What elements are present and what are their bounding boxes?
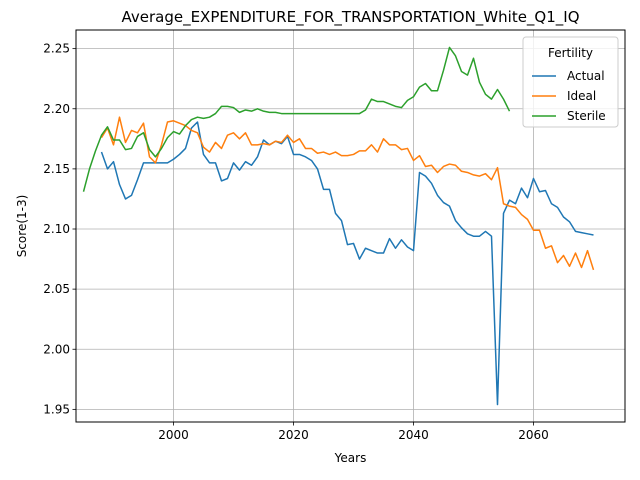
plot-lines xyxy=(82,46,595,406)
y-axis-ticks: 1.95 2.00 2.05 2.10 2.15 2.20 2.25 xyxy=(43,42,76,416)
y-tick-label: 2.00 xyxy=(43,342,70,356)
y-tick-label: 2.25 xyxy=(43,42,70,56)
series-line-sterile xyxy=(82,46,511,192)
series-line-actual xyxy=(100,121,594,406)
y-tick-label: 2.20 xyxy=(43,102,70,116)
x-tick-label: 2020 xyxy=(278,428,309,442)
legend-label-ideal: Ideal xyxy=(567,89,596,103)
x-tick-label: 2060 xyxy=(518,428,549,442)
x-axis-ticks: 2000 2020 2040 2060 xyxy=(158,422,549,442)
legend: Fertility Actual Ideal Sterile xyxy=(522,36,619,128)
x-tick-label: 2040 xyxy=(398,428,429,442)
x-tick-label: 2000 xyxy=(158,428,189,442)
y-tick-label: 2.15 xyxy=(43,162,70,176)
axes-frame xyxy=(75,29,626,423)
legend-title: Fertility xyxy=(548,46,593,60)
y-tick-label: 2.05 xyxy=(43,282,70,296)
legend-label-actual: Actual xyxy=(567,69,605,83)
x-axis-label: Years xyxy=(334,451,367,465)
legend-label-sterile: Sterile xyxy=(567,109,606,123)
legend-box xyxy=(522,36,619,128)
chart-title: Average_EXPENDITURE_FOR_TRANSPORTATION_W… xyxy=(121,8,579,27)
series-line-ideal xyxy=(100,116,595,271)
y-tick-label: 2.10 xyxy=(43,222,70,236)
y-axis-label: Score(1-3) xyxy=(15,195,29,258)
y-tick-label: 1.95 xyxy=(43,402,70,416)
